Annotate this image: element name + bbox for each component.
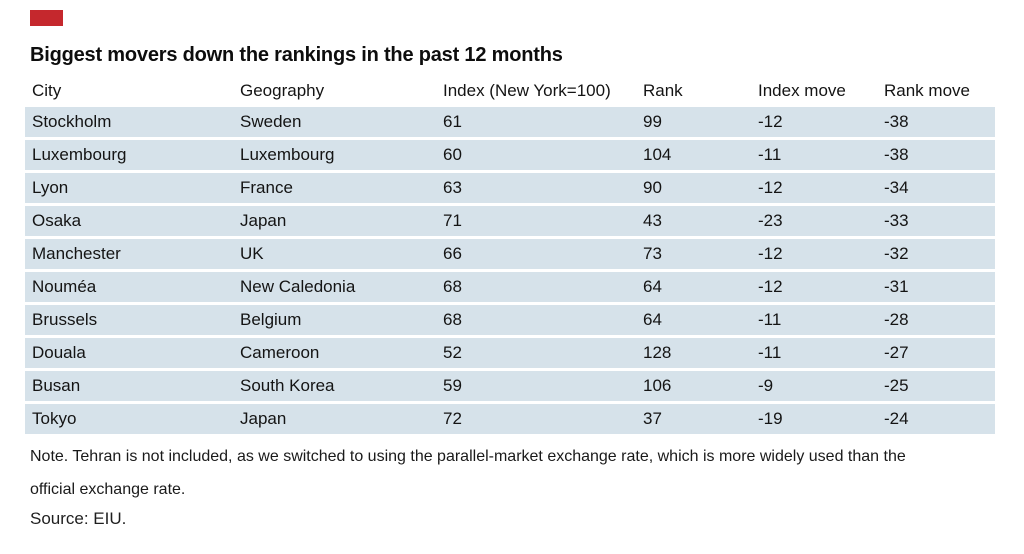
cell-rank: 104 [643,145,672,164]
table-row: Stockholm Sweden 61 99 -12 -38 [25,107,995,137]
footnote: Note. Tehran is not included, as we swit… [30,448,906,498]
cell-city: Douala [32,343,86,362]
cell-city: Busan [32,376,81,395]
table-row: Tokyo Japan 72 37 -19 -24 [25,404,995,434]
table-row: Brussels Belgium 68 64 -11 -28 [25,305,995,335]
column-header-rank-move: Rank move [884,81,970,100]
cell-geography: France [240,178,293,197]
cell-city: Stockholm [32,112,112,131]
cell-index: 52 [443,343,462,362]
column-header-index: Index (New York=100) [443,81,611,100]
cell-rank: 73 [643,244,662,263]
cell-city: Manchester [32,244,121,263]
cell-index-move: -11 [758,343,782,362]
table-body: Stockholm Sweden 61 99 -12 -38 Luxembour… [25,107,995,434]
cell-index: 71 [443,211,462,230]
cell-rank: 37 [643,409,662,428]
cell-index-move: -11 [758,145,782,164]
cell-index: 68 [443,277,462,296]
cell-city: Tokyo [32,409,77,428]
cell-geography: UK [240,244,264,263]
column-header-index-move: Index move [758,81,846,100]
table-row: Lyon France 63 90 -12 -34 [25,173,995,203]
cell-rank: 64 [643,277,662,296]
cell-index-move: -23 [758,211,783,230]
cell-geography: Sweden [240,112,302,131]
cell-geography: Japan [240,409,287,428]
cell-rank: 128 [643,343,672,362]
cell-rank-move: -31 [884,277,909,296]
data-table: City Geography Index (New York=100) Rank… [25,76,995,434]
source-line: Source: EIU. [30,509,127,528]
cell-rank: 64 [643,310,662,329]
cell-rank-move: -24 [884,409,909,428]
cell-rank-move: -38 [884,112,909,131]
cell-geography: Japan [240,211,287,230]
table-header-row: City Geography Index (New York=100) Rank… [25,76,995,106]
cell-geography: South Korea [240,376,335,395]
cell-index-move: -11 [758,310,782,329]
cell-rank-move: -27 [884,343,909,362]
cell-rank: 99 [643,112,662,131]
column-header-city: City [32,81,62,100]
table-row: Manchester UK 66 73 -12 -32 [25,239,995,269]
cell-rank: 106 [643,376,672,395]
cell-index: 63 [443,178,462,197]
cell-index: 72 [443,409,462,428]
column-header-geography: Geography [240,81,325,100]
cell-rank: 43 [643,211,662,230]
red-brand-mark [30,10,63,26]
cell-geography: Luxembourg [240,145,335,164]
table-row: Nouméa New Caledonia 68 64 -12 -31 [25,272,995,302]
cell-index-move: -12 [758,277,783,296]
table-row: Douala Cameroon 52 128 -11 -27 [25,338,995,368]
cell-index: 66 [443,244,462,263]
cell-city: Brussels [32,310,98,329]
cell-rank-move: -38 [884,145,909,164]
page-title: Biggest movers down the rankings in the … [30,44,563,66]
cell-index-move: -12 [758,178,783,197]
table-row: Busan South Korea 59 106 -9 -25 [25,371,995,401]
cell-city: Luxembourg [32,145,127,164]
cell-city: Osaka [32,211,82,230]
cell-index-move: -12 [758,244,783,263]
cell-rank: 90 [643,178,662,197]
cell-rank-move: -32 [884,244,909,263]
cell-geography: Cameroon [240,343,320,362]
column-header-rank: Rank [643,81,683,100]
table-row: Luxembourg Luxembourg 60 104 -11 -38 [25,140,995,170]
cell-geography: New Caledonia [240,277,356,296]
table-row: Osaka Japan 71 43 -23 -33 [25,206,995,236]
cell-index-move: -12 [758,112,783,131]
cell-geography: Belgium [240,310,302,329]
cell-index: 61 [443,112,462,131]
cell-index: 68 [443,310,462,329]
cell-index: 59 [443,376,462,395]
cell-city: Nouméa [32,277,97,296]
cell-city: Lyon [32,178,69,197]
cell-index-move: -19 [758,409,783,428]
cell-rank-move: -28 [884,310,909,329]
cell-rank-move: -25 [884,376,909,395]
cell-rank-move: -33 [884,211,909,230]
cell-rank-move: -34 [884,178,909,197]
cell-index-move: -9 [758,376,774,395]
cell-index: 60 [443,145,462,164]
